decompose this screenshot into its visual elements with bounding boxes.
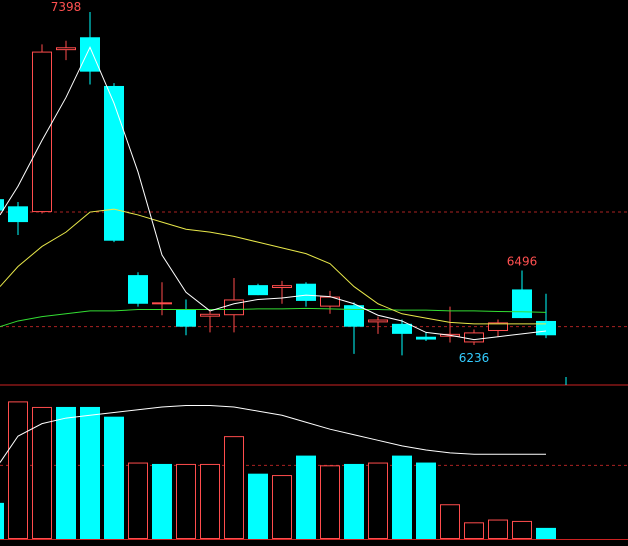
volume-bar-16 bbox=[368, 462, 388, 539]
volume-bar-9 bbox=[200, 463, 220, 539]
volume-bar-13 bbox=[296, 455, 316, 539]
candle-body-7 bbox=[152, 302, 172, 305]
candle-body-17 bbox=[392, 323, 412, 334]
candle-12 bbox=[272, 280, 292, 304]
candle-17 bbox=[392, 319, 412, 356]
volume-bar-21 bbox=[488, 519, 508, 539]
candle-body-8 bbox=[176, 309, 196, 327]
candle-3 bbox=[56, 40, 76, 61]
volume-bar-0 bbox=[0, 502, 4, 539]
candle-1 bbox=[8, 202, 28, 235]
candle-13 bbox=[296, 282, 316, 307]
volume-bar-5 bbox=[104, 416, 124, 539]
volume-bar-10 bbox=[224, 436, 244, 540]
candle-7 bbox=[152, 282, 172, 316]
candle-body-12 bbox=[272, 285, 292, 289]
candle-body-11 bbox=[248, 285, 268, 296]
candle-6 bbox=[128, 272, 148, 307]
candle-8 bbox=[176, 299, 196, 336]
candle-body-6 bbox=[128, 275, 148, 304]
candle-10 bbox=[224, 277, 244, 333]
volume-bar-14 bbox=[320, 465, 340, 539]
candle-body-10 bbox=[224, 299, 244, 316]
volume-bar-8 bbox=[176, 463, 196, 539]
candle-0 bbox=[0, 199, 4, 211]
high-label-7398: 7398 bbox=[51, 0, 82, 14]
candle-body-4 bbox=[80, 37, 100, 72]
volume-bar-11 bbox=[248, 473, 268, 539]
volume-panel bbox=[0, 377, 628, 540]
volume-bar-18 bbox=[416, 462, 436, 539]
volume-bar-7 bbox=[152, 463, 172, 539]
candle-body-1 bbox=[8, 206, 28, 223]
candle-11 bbox=[248, 283, 268, 296]
price-labels: 7398 6496 6236 bbox=[51, 0, 538, 365]
candle-14 bbox=[320, 290, 340, 314]
volume-bar-19 bbox=[440, 504, 460, 539]
candle-15 bbox=[344, 302, 364, 354]
volume-bar-23 bbox=[536, 527, 556, 539]
candle-body-3 bbox=[56, 47, 76, 51]
candle-19 bbox=[440, 306, 460, 343]
candle-21 bbox=[488, 319, 508, 337]
candle-18 bbox=[416, 332, 436, 342]
candle-body-22 bbox=[512, 289, 532, 319]
volume-bar-15 bbox=[344, 463, 364, 539]
candle-body-18 bbox=[416, 336, 436, 340]
candle-body-16 bbox=[368, 319, 388, 323]
high-label-6496: 6496 bbox=[507, 255, 538, 269]
volume-bar-3 bbox=[56, 406, 76, 539]
candle-body-0 bbox=[0, 199, 4, 211]
candle-body-21 bbox=[488, 322, 508, 331]
candle-9 bbox=[200, 310, 220, 333]
volume-bar-17 bbox=[392, 455, 412, 539]
candle-5 bbox=[104, 83, 124, 243]
low-label-6236: 6236 bbox=[459, 351, 490, 365]
ma-mid-line bbox=[0, 208, 546, 325]
candle-16 bbox=[368, 316, 388, 334]
volume-bar-12 bbox=[272, 475, 292, 539]
volume-bar-22 bbox=[512, 520, 532, 539]
candle-body-15 bbox=[344, 305, 364, 327]
volume-ma-line bbox=[0, 405, 546, 463]
candle-body-23 bbox=[536, 320, 556, 336]
volume-bar-4 bbox=[80, 406, 100, 539]
candle-body-20 bbox=[464, 332, 484, 343]
candle-20 bbox=[464, 329, 484, 346]
candle-body-2 bbox=[32, 51, 52, 213]
price-panel bbox=[0, 12, 628, 356]
volume-bar-1 bbox=[8, 401, 28, 540]
ma-short-line bbox=[0, 46, 547, 341]
volume-bar-2 bbox=[32, 406, 52, 540]
candle-body-5 bbox=[104, 85, 124, 241]
volume-bar-20 bbox=[464, 522, 484, 540]
candle-22 bbox=[512, 270, 532, 319]
candle-body-13 bbox=[296, 283, 316, 301]
volume-bar-6 bbox=[128, 462, 148, 539]
candle-body-9 bbox=[200, 313, 220, 317]
ma-long-line bbox=[0, 307, 547, 328]
candle-2 bbox=[32, 44, 52, 214]
